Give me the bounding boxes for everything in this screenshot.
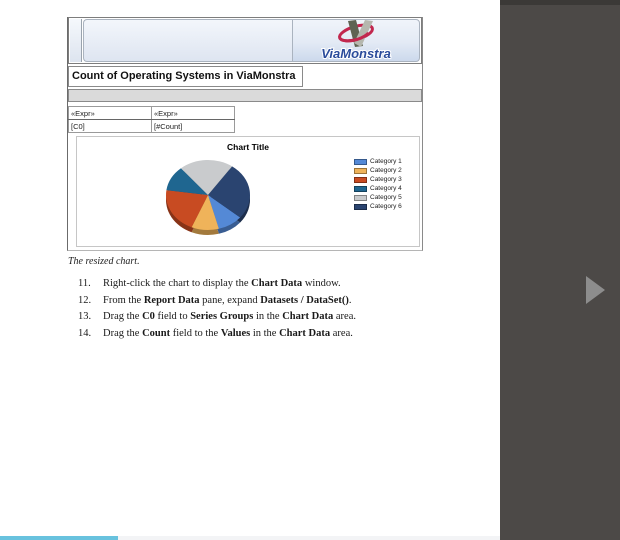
banner-bar: [83, 19, 292, 62]
numbered-instructions: 11. Right-click the chart to display the …: [78, 278, 438, 344]
logo-wordmark: ViaMonstra: [321, 46, 391, 61]
legend-item: Category 1: [354, 157, 402, 166]
report-screenshot: ViaMonstra Count of Operating Systems in…: [67, 17, 423, 251]
step-text: From the Report Data pane, expand Datase…: [103, 294, 352, 306]
table-cell: [C0]: [68, 119, 152, 133]
table-row: [C0] [#Count]: [68, 119, 235, 133]
reader-side-panel: [500, 0, 620, 540]
step-number: 11.: [78, 278, 91, 289]
legend-item: Category 4: [354, 184, 402, 193]
book-page: ViaMonstra Count of Operating Systems in…: [67, 17, 438, 344]
legend-swatch: [354, 176, 367, 183]
table-header-cell: «Expr»: [151, 106, 235, 120]
pie-slice: [166, 168, 208, 195]
viamonstra-logo: ViaMonstra: [292, 19, 420, 62]
legend-swatch: [354, 158, 367, 165]
report-title: Count of Operating Systems in ViaMonstra: [68, 66, 303, 87]
figure-caption: The resized chart.: [68, 256, 140, 267]
step-number: 12.: [78, 294, 92, 306]
reader-panel-top-strip: [500, 0, 620, 5]
expression-table: «Expr» «Expr» [C0] [#Count]: [68, 106, 235, 133]
reading-progress-fill: [0, 536, 118, 540]
instruction-step: 12. From the Report Data pane, expand Dat…: [78, 295, 438, 306]
reading-progress-bar[interactable]: [0, 536, 500, 540]
pie-chart: [166, 160, 250, 236]
viamonstra-logo-icon: ViaMonstra: [320, 19, 392, 62]
legend-label: Category 6: [370, 203, 402, 210]
legend-item: Category 5: [354, 193, 402, 202]
legend-swatch: [354, 194, 367, 201]
pie-slice: [208, 195, 241, 229]
legend-swatch: [354, 185, 367, 192]
pie-slice: [208, 166, 250, 218]
report-divider-bar: [68, 89, 422, 102]
chart-container: Chart Title Category 1 Category 2 Category…: [76, 136, 420, 247]
instruction-step: 13. Drag the C0 field to Series Groups in…: [78, 311, 438, 322]
pie-slice: [181, 160, 233, 195]
instruction-step: 11. Right-click the chart to display the …: [78, 278, 438, 289]
step-text: Right-click the chart to display the Cha…: [103, 278, 341, 289]
step-text: Drag the Count field to the Values in th…: [103, 327, 353, 339]
legend-swatch: [354, 203, 367, 210]
banner-left-cell: [70, 19, 82, 62]
legend-item: Category 6: [354, 202, 402, 211]
table-cell: [#Count]: [151, 119, 235, 133]
legend-label: Category 2: [370, 167, 402, 174]
legend-item: Category 3: [354, 175, 402, 184]
legend-label: Category 1: [370, 158, 402, 165]
table-header-cell: «Expr»: [68, 106, 152, 120]
report-header-banner: ViaMonstra: [68, 17, 422, 64]
chart-title: Chart Title: [227, 142, 269, 152]
instruction-step: 14. Drag the Count field to the Values in…: [78, 328, 438, 339]
legend-label: Category 5: [370, 194, 402, 201]
pie-slice: [191, 195, 219, 231]
legend-label: Category 3: [370, 176, 402, 183]
next-page-arrow-icon[interactable]: [586, 276, 605, 304]
legend-label: Category 4: [370, 185, 402, 192]
pie-slice: [166, 190, 208, 228]
step-text: Drag the C0 field to Series Groups in th…: [103, 311, 356, 322]
step-number: 14.: [78, 327, 92, 339]
step-number: 13.: [78, 311, 92, 322]
legend-swatch: [354, 167, 367, 174]
legend-item: Category 2: [354, 166, 402, 175]
chart-legend: Category 1 Category 2 Category 3 Category 4…: [354, 157, 402, 211]
